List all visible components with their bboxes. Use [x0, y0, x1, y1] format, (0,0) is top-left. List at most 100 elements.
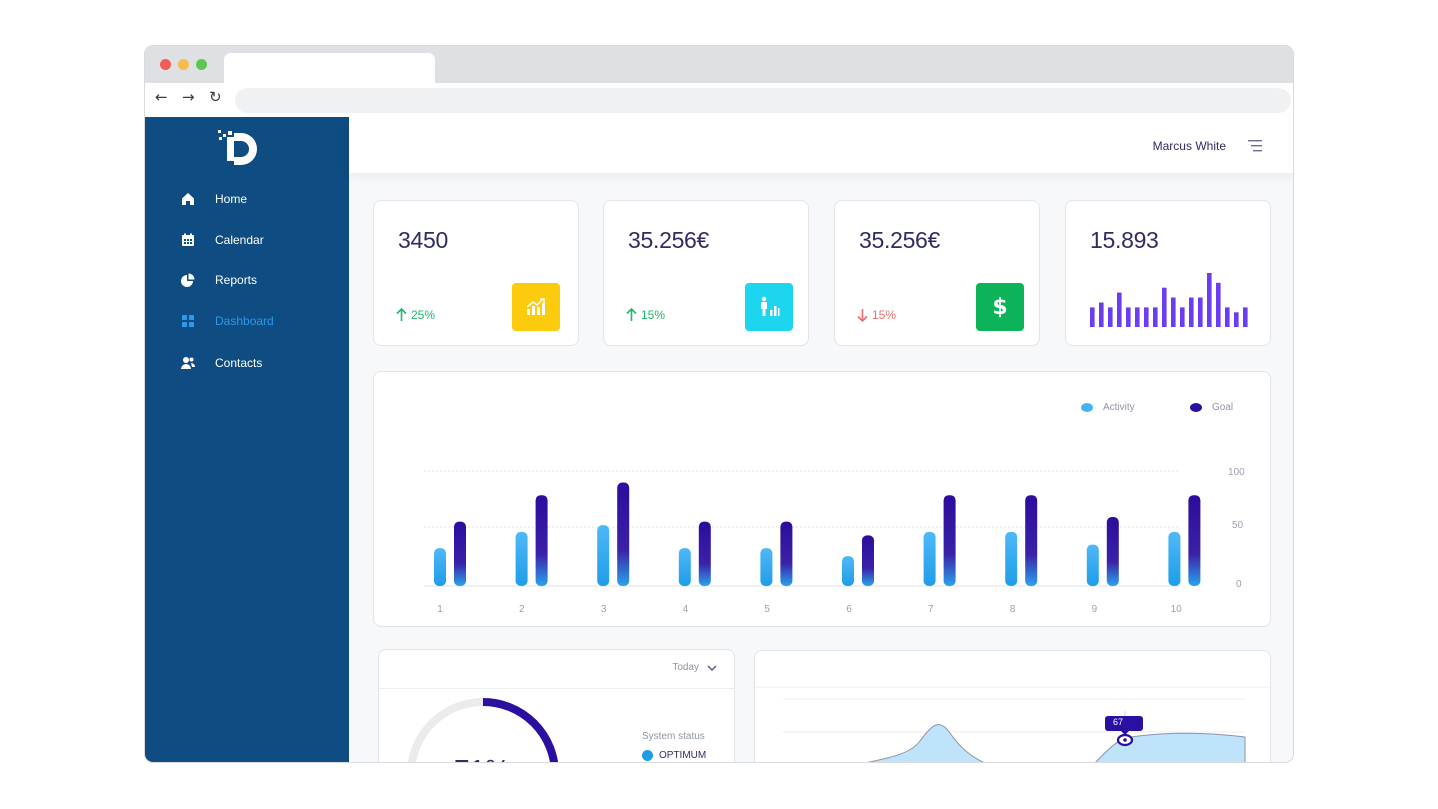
gauge-value: 71%	[454, 754, 510, 762]
user-name[interactable]: Marcus White	[1152, 139, 1226, 153]
goal-bar[interactable]	[1025, 495, 1038, 586]
sparkline-bar	[1153, 307, 1158, 327]
activity-bar[interactable]	[760, 548, 773, 586]
menu-icon[interactable]	[1248, 140, 1264, 152]
x-tick-label: 9	[1092, 604, 1098, 615]
forward-arrow-icon[interactable]: →	[182, 88, 195, 106]
url-input[interactable]	[235, 88, 1291, 113]
goal-bar[interactable]	[780, 521, 793, 586]
sparkline-bar	[1198, 297, 1203, 327]
back-arrow-icon[interactable]: ←	[155, 88, 168, 106]
goal-bar[interactable]	[943, 495, 956, 586]
sparkline-bar	[1135, 307, 1140, 327]
stat-card-1: 3450 25%	[373, 200, 579, 346]
sidebar-item-label: Contacts	[215, 356, 263, 370]
browser-tab[interactable]	[224, 53, 435, 83]
stat-value: 15.893	[1090, 227, 1159, 253]
legend-label: Goal	[1212, 402, 1234, 413]
activity-bar[interactable]	[515, 531, 528, 586]
activity-bar[interactable]	[678, 548, 691, 586]
goal-bar[interactable]	[1188, 495, 1201, 586]
sidebar-item-contacts[interactable]: Contacts	[145, 349, 349, 377]
sparkline-bar	[1144, 307, 1149, 327]
sparkline-bar	[1180, 307, 1185, 327]
minimize-window-button[interactable]	[178, 59, 189, 70]
sparkline-bar	[1117, 292, 1122, 327]
system-status-label: OPTIMUM	[659, 750, 707, 761]
activity-bar[interactable]	[597, 525, 610, 586]
sparkline-bar	[1099, 302, 1104, 327]
reload-icon[interactable]: ↻	[209, 88, 222, 106]
sidebar-item-label: Home	[215, 192, 248, 206]
period-select[interactable]: Today	[672, 662, 717, 673]
stat-change-value: 15%	[641, 308, 666, 322]
sparkline-bar	[1090, 307, 1095, 327]
sidebar-item-label: Reports	[215, 273, 258, 287]
sparkline-bar	[1216, 282, 1221, 327]
status-gauge	[407, 698, 559, 762]
activity-bar[interactable]	[434, 548, 446, 586]
legend-activity[interactable]: Activity	[1081, 402, 1135, 413]
chevron-down-icon	[707, 664, 717, 671]
tooltip-box	[1105, 716, 1143, 731]
stat-change: 15%	[857, 308, 896, 322]
x-tick-label: 3	[601, 604, 607, 615]
legend-swatch	[1190, 403, 1202, 412]
sparkline-bar	[1162, 287, 1167, 327]
stat-value: 3450	[398, 227, 448, 253]
tooltip-pointer	[1121, 731, 1129, 735]
legend-goal[interactable]: Goal	[1190, 402, 1233, 413]
gauge-progress-arc	[407, 698, 559, 762]
stat-change-value: 25%	[411, 308, 436, 322]
dollar-icon: $	[976, 283, 1024, 331]
goal-bar[interactable]	[617, 482, 630, 587]
sparkline-bar	[1126, 307, 1131, 327]
sidebar: Home Calendar Reports	[145, 117, 349, 762]
sparkline-bar	[1243, 307, 1248, 327]
area-chart-card: 67	[754, 650, 1272, 762]
goal-bar[interactable]	[1106, 517, 1119, 586]
goal-bar[interactable]	[698, 521, 711, 586]
system-status-card: Today 71% System status OPTIMUM	[378, 649, 735, 762]
goal-bar[interactable]	[862, 535, 874, 586]
browser-tab-bar	[145, 46, 1293, 83]
activity-bar[interactable]	[1005, 531, 1018, 586]
y-tick-label: 0	[1236, 579, 1242, 590]
activity-bar[interactable]	[1086, 544, 1099, 586]
calendar-icon	[182, 233, 194, 246]
sidebar-item-label: Calendar	[215, 233, 264, 247]
sparkline-bar	[1234, 312, 1239, 327]
x-tick-label: 1	[437, 604, 443, 615]
arrow-down-icon	[857, 309, 868, 322]
tooltip-value: 67	[1113, 717, 1124, 727]
legend-swatch	[1081, 403, 1093, 412]
x-tick-label: 2	[519, 604, 525, 615]
sidebar-item-home[interactable]: Home	[145, 185, 349, 213]
stat-card-3: 35.256€ 15% $	[834, 200, 1040, 346]
maximize-window-button[interactable]	[196, 59, 207, 70]
close-window-button[interactable]	[160, 59, 171, 70]
arrow-up-icon	[626, 308, 637, 321]
goal-bar[interactable]	[535, 495, 548, 586]
stat-change: 15%	[626, 308, 665, 322]
stat-change-value: 15%	[872, 308, 897, 322]
stat-value: 35.256€	[859, 227, 941, 253]
sidebar-item-label: Dashboard	[215, 314, 274, 328]
top-bar: Marcus White	[349, 117, 1293, 173]
area-chart	[755, 686, 1272, 762]
y-tick-label: 100	[1228, 467, 1245, 478]
logo	[218, 130, 257, 165]
activity-bar[interactable]	[842, 556, 854, 586]
sparkline-bar	[1171, 297, 1176, 327]
sidebar-item-reports[interactable]: Reports	[145, 266, 349, 294]
activity-bar[interactable]	[923, 531, 936, 586]
system-status-row: OPTIMUM	[642, 750, 706, 761]
growth-chart-icon	[512, 283, 560, 331]
x-tick-label: 5	[764, 604, 770, 615]
x-tick-label: 4	[683, 604, 689, 615]
goal-bar[interactable]	[454, 521, 466, 586]
stat-card-2: 35.256€ 15%	[603, 200, 809, 346]
activity-bar[interactable]	[1168, 531, 1181, 586]
sidebar-item-calendar[interactable]: Calendar	[145, 226, 349, 254]
sidebar-item-dashboard[interactable]: Dashboard	[145, 307, 349, 335]
